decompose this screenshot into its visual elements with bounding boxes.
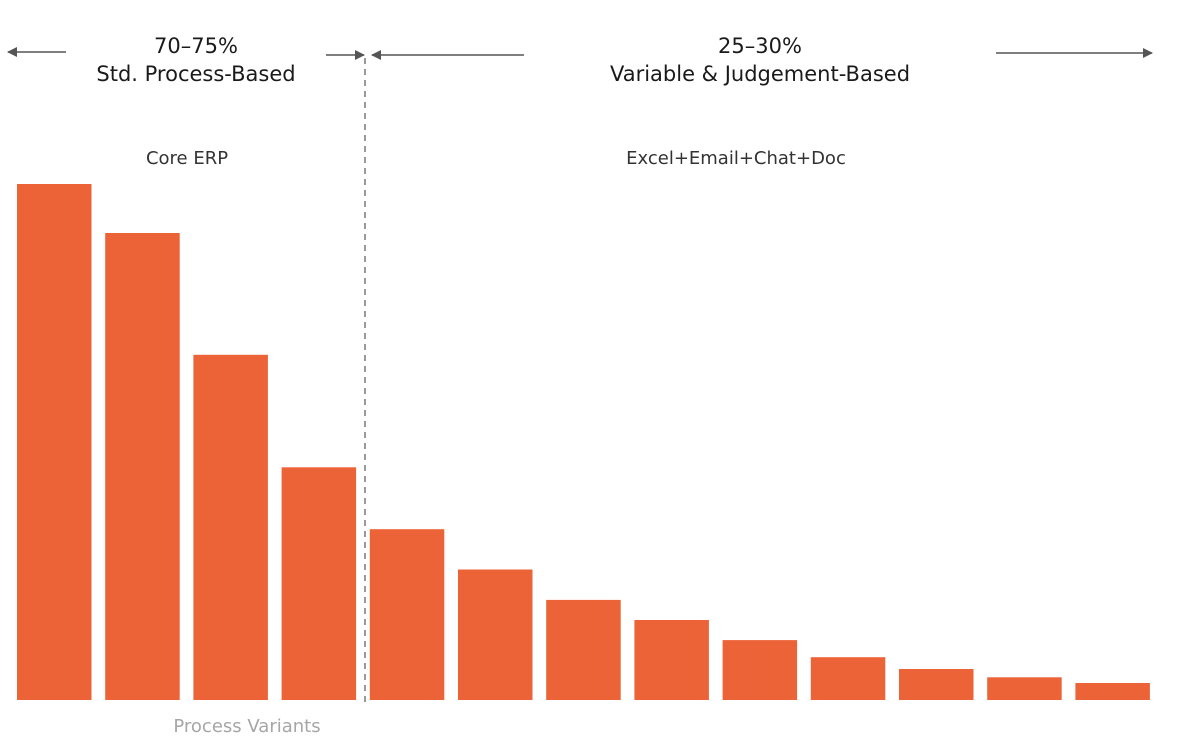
left-segment-label: Std. Process-Based <box>96 62 295 86</box>
bar-variable-13 <box>1075 683 1150 700</box>
group-label-core-erp: Core ERP <box>146 148 228 169</box>
bar-variable-6 <box>458 569 533 700</box>
bar-core-erp-4 <box>281 467 357 700</box>
bar-variable-7 <box>546 599 621 700</box>
bar-core-erp-2 <box>105 233 180 700</box>
bar-variable-10 <box>810 657 886 700</box>
bar-variable-12 <box>987 677 1062 700</box>
x-axis-label: Process Variants <box>173 716 320 737</box>
right-segment-percent: 25–30% <box>718 34 802 58</box>
bar-variable-5 <box>369 529 445 700</box>
bar-variable-11 <box>899 669 974 700</box>
bar-core-erp-1 <box>17 184 92 700</box>
bars <box>17 184 1150 700</box>
bar-core-erp-3 <box>193 354 268 700</box>
right-segment-label: Variable & Judgement-Based <box>610 62 910 86</box>
left-segment-percent: 70–75% <box>154 34 238 58</box>
bar-variable-9 <box>722 640 798 700</box>
group-label-excel-email-chat-doc: Excel+Email+Chat+Doc <box>626 148 846 169</box>
bar-variable-8 <box>634 620 709 700</box>
